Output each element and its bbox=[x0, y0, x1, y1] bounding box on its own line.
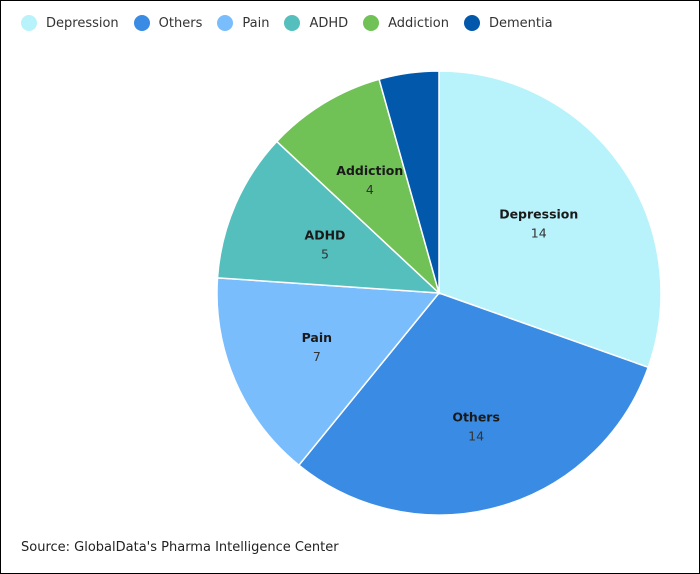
slice-value-adhd: 5 bbox=[321, 246, 329, 261]
slice-value-pain: 7 bbox=[313, 349, 321, 364]
legend-item-others[interactable]: Others bbox=[133, 15, 203, 31]
slice-label-depression: Depression bbox=[499, 207, 578, 222]
pie-slice-others[interactable] bbox=[297, 292, 650, 516]
legend-swatch-dementia bbox=[463, 15, 480, 31]
legend-swatch-pain bbox=[217, 15, 234, 31]
legend-item-addiction[interactable]: Addiction bbox=[363, 15, 449, 31]
legend-label-depression: Depression bbox=[46, 15, 119, 31]
legend-label-adhd: ADHD bbox=[309, 15, 349, 31]
legend-label-dementia: Dementia bbox=[488, 15, 553, 31]
slice-label-others: Others bbox=[452, 410, 500, 425]
legend-item-pain[interactable]: Pain bbox=[217, 15, 269, 31]
slice-label-adhd: ADHD bbox=[305, 227, 346, 242]
slice-value-addiction: 4 bbox=[366, 182, 374, 197]
slice-value-others: 14 bbox=[468, 429, 484, 444]
slice-value-depression: 14 bbox=[531, 226, 547, 241]
legend-item-depression[interactable]: Depression bbox=[21, 15, 119, 31]
legend-label-addiction: Addiction bbox=[388, 15, 449, 31]
slice-label-pain: Pain bbox=[302, 330, 332, 345]
legend: Depression Others Pain ADHD Addiction De… bbox=[21, 15, 568, 31]
legend-label-pain: Pain bbox=[242, 15, 270, 31]
legend-label-others: Others bbox=[158, 15, 203, 31]
source-note: Source: GlobalData's Pharma Intelligence… bbox=[21, 540, 339, 555]
legend-swatch-others bbox=[133, 15, 150, 31]
pie-slice-dementia[interactable] bbox=[378, 70, 440, 294]
pie-slice-adhd[interactable] bbox=[216, 140, 442, 294]
legend-item-adhd[interactable]: ADHD bbox=[284, 15, 348, 31]
slice-label-addiction: Addiction bbox=[336, 163, 403, 178]
pie-slice-depression[interactable] bbox=[438, 70, 662, 369]
legend-item-dementia[interactable]: Dementia bbox=[463, 15, 553, 31]
pie-labels: Depression 14 Others 14 Pain 7 ADHD 5 Addiction 4 bbox=[302, 163, 579, 443]
pie-slices bbox=[216, 70, 662, 516]
legend-swatch-depression bbox=[21, 15, 37, 31]
pie-slice-pain[interactable] bbox=[216, 277, 441, 467]
pie-slice-addiction[interactable] bbox=[275, 78, 441, 296]
legend-swatch-adhd bbox=[284, 15, 301, 31]
legend-swatch-addiction bbox=[363, 15, 380, 31]
